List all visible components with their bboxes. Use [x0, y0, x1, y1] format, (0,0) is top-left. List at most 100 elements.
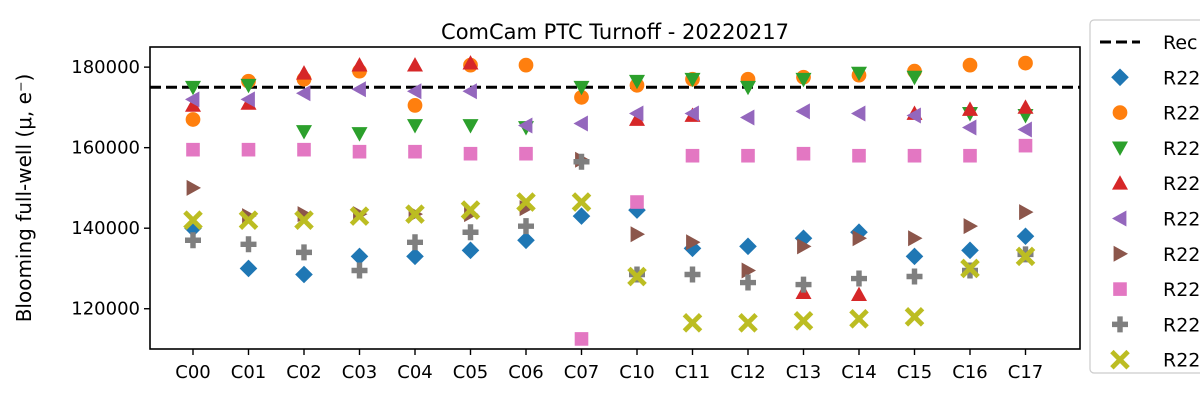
data-point — [518, 117, 533, 134]
x-tick-label: C17 — [1008, 362, 1043, 383]
data-point — [239, 259, 258, 278]
data-point — [295, 265, 313, 284]
legend-marker — [1112, 175, 1128, 190]
data-point — [684, 266, 701, 283]
legend-entry: R22 — [1113, 244, 1200, 266]
data-point — [516, 192, 536, 212]
data-point — [629, 74, 645, 90]
data-point — [963, 148, 977, 163]
data-point — [684, 105, 699, 122]
data-point — [185, 232, 201, 249]
x-tick-label: C00 — [175, 362, 210, 383]
legend-entry: R22 — [1112, 209, 1200, 231]
data-point — [571, 192, 592, 212]
x-tick-label: C06 — [508, 362, 543, 383]
data-point — [630, 195, 644, 209]
data-point — [240, 91, 255, 108]
legend-entry: R22 — [1112, 314, 1200, 336]
data-point — [795, 103, 810, 120]
data-point — [740, 109, 755, 126]
x-tick-label: C13 — [786, 362, 821, 383]
x-tick-label: C07 — [564, 362, 599, 383]
data-point — [1016, 227, 1035, 246]
data-point — [963, 218, 978, 235]
data-point — [183, 210, 203, 230]
data-point — [349, 206, 370, 226]
data-point — [351, 262, 368, 279]
data-point — [851, 270, 867, 287]
data-point — [352, 144, 367, 159]
x-tick-label: C12 — [730, 362, 765, 383]
data-point — [794, 229, 813, 248]
chart-title: ComCam PTC Turnoff - 20220217 — [441, 20, 789, 44]
data-point — [630, 226, 645, 243]
data-point — [573, 80, 590, 96]
data-point — [518, 218, 534, 235]
legend-marker — [1112, 316, 1128, 333]
data-point — [517, 231, 535, 250]
x-tick-label: C14 — [841, 362, 876, 383]
data-point — [741, 262, 756, 279]
legend-entry: R22 — [1112, 173, 1200, 195]
x-tick-label: C10 — [619, 362, 654, 383]
legend-marker — [1112, 105, 1128, 120]
data-point — [407, 98, 423, 113]
data-point — [296, 125, 312, 140]
data-point — [797, 238, 812, 255]
legend-label: R22 — [1163, 314, 1200, 336]
legend-label: R22 — [1163, 173, 1200, 195]
data-point — [740, 80, 756, 96]
data-point — [906, 107, 921, 124]
data-point — [1015, 246, 1036, 267]
legend-entry: Rec — [1100, 32, 1197, 54]
data-point — [462, 119, 479, 134]
data-point — [1017, 99, 1034, 114]
data-point — [795, 72, 812, 88]
y-tick-label: 120000 — [71, 299, 140, 320]
data-point — [185, 112, 201, 127]
data-point — [852, 148, 866, 163]
legend-entry: R22 — [1113, 279, 1200, 301]
data-point — [572, 207, 591, 225]
legend-entry: R22 — [1112, 103, 1200, 125]
data-point — [850, 223, 868, 242]
data-point — [238, 210, 259, 230]
data-point — [628, 201, 646, 219]
data-point — [682, 313, 703, 333]
data-point — [574, 89, 589, 105]
data-point — [852, 230, 867, 247]
data-point — [351, 127, 368, 142]
legend-marker — [1111, 68, 1129, 87]
data-point — [297, 142, 311, 157]
data-point — [573, 153, 590, 170]
plot-area: 120000 140000 160000 180000 C00 C01 C02 C03 C04 C… — [12, 46, 1081, 383]
legend-label: R22 — [1163, 350, 1200, 372]
data-point — [294, 210, 314, 230]
data-point — [408, 144, 422, 159]
data-point — [573, 115, 588, 132]
data-point — [519, 146, 533, 161]
data-point — [683, 239, 702, 258]
data-point — [406, 247, 424, 266]
x-tick-label: C04 — [397, 362, 432, 383]
data-point — [849, 309, 869, 329]
legend-label: R22 — [1163, 244, 1200, 266]
y-tick-label: 140000 — [71, 218, 140, 239]
data-point — [1017, 121, 1032, 138]
data-point — [351, 81, 366, 98]
legend: Rec R22 R22 R22 R22 R22 R22 R22 R22 R22 — [1089, 19, 1200, 374]
data-point — [739, 237, 757, 256]
legend-marker — [1110, 349, 1130, 370]
data-point — [296, 244, 312, 261]
legend-marker — [1113, 282, 1127, 296]
data-point — [851, 66, 867, 82]
legend-marker — [1113, 245, 1128, 262]
legend-entry: R22 — [1111, 67, 1200, 89]
y-tick-label: 180000 — [71, 57, 140, 78]
data-point — [240, 236, 257, 253]
legend-marker — [1112, 210, 1127, 227]
y-tick-label: 160000 — [71, 138, 140, 159]
data-point — [793, 311, 814, 331]
data-point — [460, 200, 481, 220]
data-point — [350, 247, 369, 266]
